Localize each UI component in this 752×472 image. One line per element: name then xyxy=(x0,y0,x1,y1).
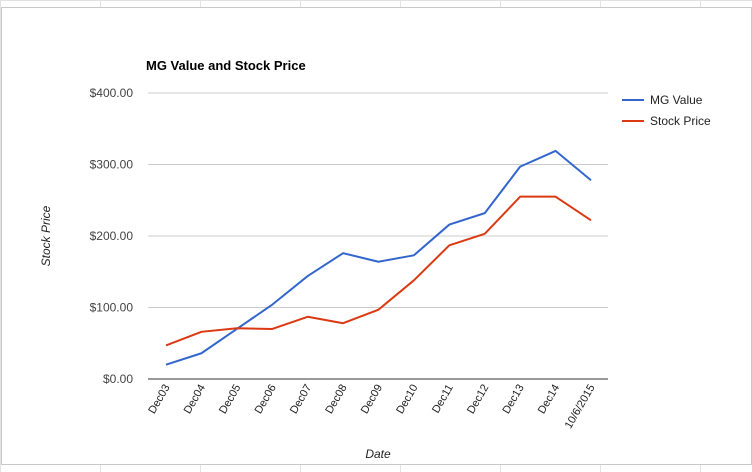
x-axis-tick-labels: Dec03 Dec04 Dec05 Dec06 Dec07 Dec08 Dec09 Dec10… xyxy=(146,383,597,431)
x-tick-label: Dec08 xyxy=(323,383,349,417)
y-tick-label: $400.00 xyxy=(90,86,134,100)
x-tick-label: Dec10 xyxy=(394,383,420,417)
y-tick-label: $100.00 xyxy=(90,301,134,315)
y-axis-tick-labels: $0.00 $100.00 $200.00 $300.00 $400.00 xyxy=(90,86,134,386)
x-tick-label: Dec13 xyxy=(500,383,526,417)
series-lines xyxy=(165,149,592,366)
y-tick-label: $200.00 xyxy=(90,229,134,243)
series-line-mg-value[interactable] xyxy=(165,149,592,366)
x-tick-label: Dec03 xyxy=(146,383,172,417)
gridlines xyxy=(148,92,608,380)
x-axis-title: Date xyxy=(365,447,391,461)
y-axis-title: Stock Price xyxy=(39,205,53,266)
x-tick-label: Dec12 xyxy=(465,383,491,417)
x-tick-label: 10/6/2015 xyxy=(563,383,598,431)
x-tick-label: Dec11 xyxy=(430,383,456,416)
chart-title: MG Value and Stock Price xyxy=(146,58,306,73)
legend-label: MG Value xyxy=(650,93,703,107)
x-tick-label: Dec09 xyxy=(359,383,385,417)
x-tick-label: Dec04 xyxy=(182,383,208,417)
x-tick-label: Dec07 xyxy=(288,383,314,417)
x-tick-label: Dec05 xyxy=(217,383,243,417)
y-tick-label: $300.00 xyxy=(90,158,134,172)
x-tick-label: Dec06 xyxy=(253,383,279,417)
y-tick-label: $0.00 xyxy=(103,372,133,386)
x-tick-label: Dec14 xyxy=(536,383,562,417)
legend-label: Stock Price xyxy=(650,114,711,128)
legend: MG Value Stock Price xyxy=(622,93,711,128)
series-line-stock-price[interactable] xyxy=(165,195,592,347)
